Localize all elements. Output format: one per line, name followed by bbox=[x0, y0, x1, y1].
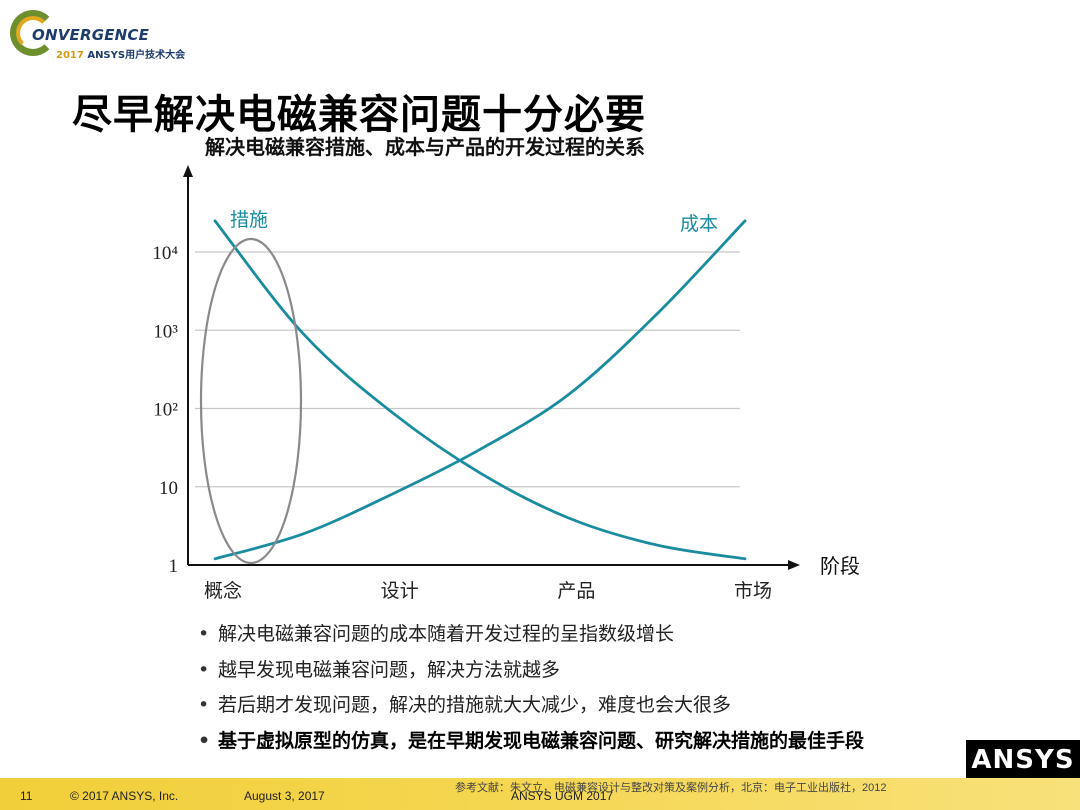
chart-title: 解决电磁兼容措施、成本与产品的开发过程的关系 bbox=[205, 135, 645, 159]
bullet-item-emphasis: 基于虚拟原型的仿真，是在早期发现电磁兼容问题、研究解决措施的最佳手段 bbox=[196, 727, 864, 763]
footer-event: ANSYS UGM 2017 bbox=[511, 789, 614, 803]
chart-grid bbox=[195, 251, 740, 488]
x-axis-arrow bbox=[788, 560, 800, 570]
series-line-measures bbox=[213, 219, 747, 561]
y-tick-label: 10² bbox=[153, 400, 178, 421]
footer-bar bbox=[0, 778, 1080, 810]
logo-ring-icon bbox=[10, 10, 56, 56]
series-line-cost bbox=[213, 219, 747, 561]
bullet-item: 解决电磁兼容问题的成本随着开发过程的呈指数级增长 bbox=[196, 620, 864, 656]
footer-page-number: 11 bbox=[20, 789, 33, 803]
logo-event: ANSYS用户技术大会 bbox=[87, 50, 186, 61]
series-label-cost: 成本 bbox=[680, 213, 718, 235]
ansys-logo: ANSYS bbox=[966, 740, 1080, 780]
ansys-logo-text: ANSYS bbox=[971, 745, 1075, 775]
footer-reference: 参考文献：朱文立，电磁兼容设计与整改对策及案例分析，北京：电子工业出版社，201… bbox=[455, 782, 887, 794]
logo-event-text: 2017 ANSYS用户技术大会 bbox=[56, 46, 185, 61]
x-tick-label: 产品 bbox=[557, 580, 595, 602]
footer-date: August 3, 2017 bbox=[244, 789, 325, 803]
concept-stage-ellipse bbox=[199, 237, 303, 565]
y-tick-label: 1 bbox=[169, 556, 179, 577]
slide-title: 尽早解决电磁兼容问题十分必要 bbox=[72, 92, 646, 138]
chart-series: 措施 成本 bbox=[213, 209, 747, 561]
logo-inner-ring-icon bbox=[16, 16, 50, 50]
x-tick-labels: 概念 设计 产品 市场 bbox=[204, 579, 772, 602]
y-tick-label: 10³ bbox=[153, 321, 178, 342]
logo-year: 2017 bbox=[56, 50, 84, 61]
bullet-item: 越早发现电磁兼容问题，解决方法就越多 bbox=[196, 656, 864, 692]
y-axis-arrow bbox=[183, 165, 193, 177]
x-tick-label: 设计 bbox=[381, 580, 419, 602]
logo-brand-text: ONVERGENCE bbox=[32, 26, 150, 44]
x-tick-label: 概念 bbox=[204, 579, 242, 602]
x-tick-label: 市场 bbox=[734, 580, 772, 602]
chart-annotations bbox=[199, 237, 303, 565]
x-axis-label: 阶段 bbox=[820, 554, 860, 578]
bullet-item: 若后期才发现问题，解决的措施就大大减少，难度也会大很多 bbox=[196, 691, 864, 727]
series-label-measures: 措施 bbox=[230, 209, 268, 231]
y-tick-label: 10⁴ bbox=[152, 243, 178, 264]
y-tick-label: 10 bbox=[159, 478, 178, 499]
convergence-logo: ONVERGENCE 2017 ANSYS用户技术大会 bbox=[10, 8, 190, 68]
chart-axes: 阶段 bbox=[183, 165, 860, 578]
bullet-list: 解决电磁兼容问题的成本随着开发过程的呈指数级增长 越早发现电磁兼容问题，解决方法… bbox=[196, 620, 864, 762]
footer-copyright: © 2017 ANSYS, Inc. bbox=[70, 789, 179, 803]
y-tick-labels: 1 10 10² 10³ 10⁴ bbox=[152, 243, 178, 577]
